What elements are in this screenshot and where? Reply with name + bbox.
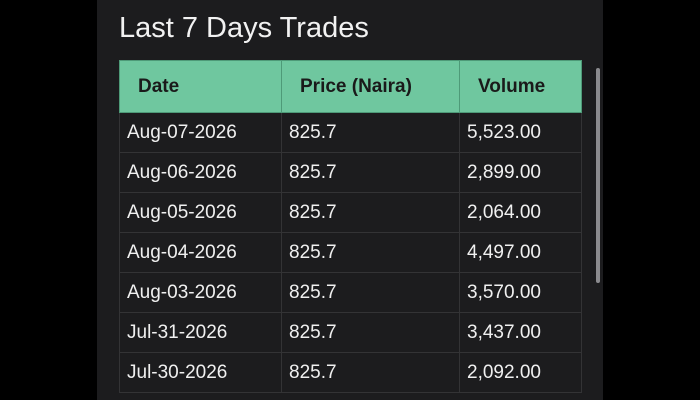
panel: Last 7 Days Trades Date Price (Naira) Volu… [97,0,603,400]
table-cell: 825.7 [281,192,460,233]
table-cell: Aug-04-2026 [119,232,282,273]
table-cell: Aug-07-2026 [119,112,282,153]
column-header: Volume [459,60,582,113]
table-cell: Aug-05-2026 [119,192,282,233]
table-cell: 4,497.00 [459,232,582,273]
table-cell: 825.7 [281,312,460,353]
table-row: Aug-06-2026 825.7 2,899.00 [119,152,582,193]
table-cell: 825.7 [281,272,460,313]
trades-table: Date Price (Naira) Volume Aug-07-2026 825.7… [119,60,582,393]
table-body: Aug-07-2026 825.7 5,523.00 Aug-06-2026 825.7… [119,112,582,393]
table-row: Aug-05-2026 825.7 2,064.00 [119,192,582,233]
table-cell: Jul-30-2026 [119,352,282,393]
table-cell: 3,437.00 [459,312,582,353]
table-cell: Aug-03-2026 [119,272,282,313]
table-row: Jul-31-2026 825.7 3,437.00 [119,312,582,353]
table-row: Jul-30-2026 825.7 2,092.00 [119,352,582,393]
table-cell: 2,064.00 [459,192,582,233]
header-row: Date Price (Naira) Volume [119,60,582,113]
column-header: Price (Naira) [281,60,460,113]
table-cell: 825.7 [281,112,460,153]
title: Last 7 Days Trades [119,12,369,44]
table-row: Aug-07-2026 825.7 5,523.00 [119,112,582,153]
table-row: Aug-04-2026 825.7 4,497.00 [119,232,582,273]
table-cell: 5,523.00 [459,112,582,153]
scrollbar[interactable] [596,68,600,283]
column-header: Date [119,60,282,113]
table-row: Aug-03-2026 825.7 3,570.00 [119,272,582,313]
table-cell: 825.7 [281,352,460,393]
table-cell: Jul-31-2026 [119,312,282,353]
table-cell: 2,092.00 [459,352,582,393]
table-cell: 825.7 [281,232,460,273]
table-cell: 3,570.00 [459,272,582,313]
table-cell: Aug-06-2026 [119,152,282,193]
table-cell: 825.7 [281,152,460,193]
table-cell: 2,899.00 [459,152,582,193]
